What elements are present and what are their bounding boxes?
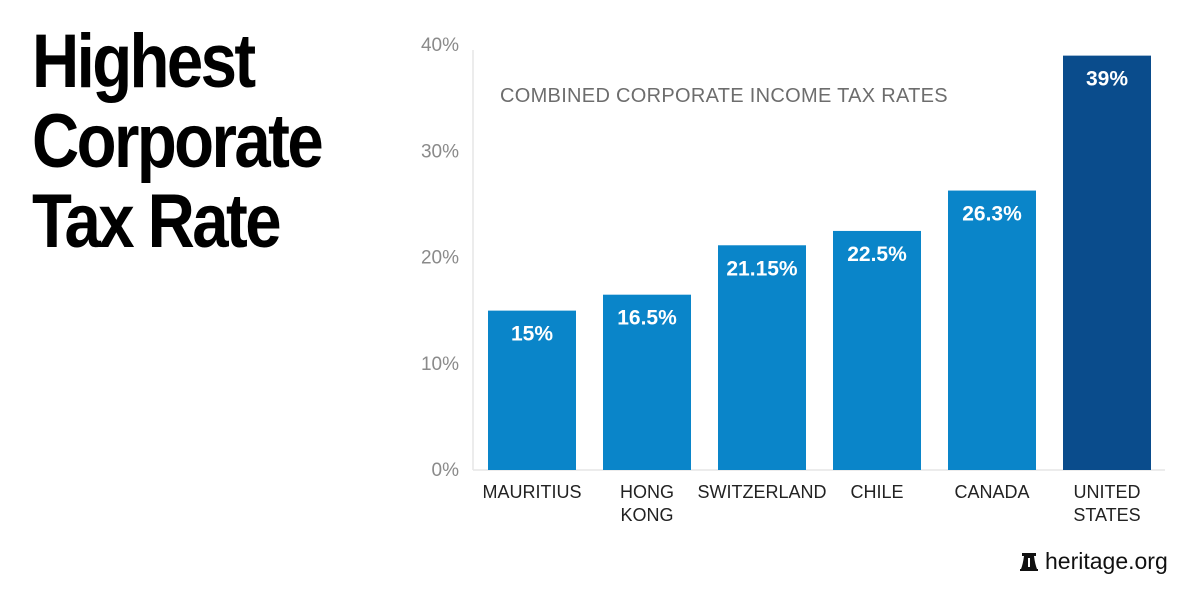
heritage-logo: heritage.org <box>1019 548 1168 575</box>
y-tick-label: 20% <box>421 248 459 269</box>
data-label: 26.3% <box>962 203 1022 226</box>
y-tick-label: 0% <box>432 460 460 481</box>
logo-text: heritage.org <box>1045 548 1168 574</box>
y-tick-label: 10% <box>421 354 459 375</box>
data-label: 39% <box>1086 68 1128 91</box>
x-tick-label: MAURITIUS <box>483 482 582 502</box>
headline: Highest Corporate Tax Rate <box>32 19 324 264</box>
bar <box>948 190 1036 470</box>
x-tick-label: UNITED <box>1074 482 1141 502</box>
headline-line: Highest <box>32 19 256 104</box>
x-tick-label: HONG <box>620 482 674 502</box>
bar <box>833 230 921 470</box>
y-tick-label: 40% <box>421 35 459 56</box>
headline-line: Tax Rate <box>32 179 282 264</box>
x-tick-label: CANADA <box>954 482 1029 502</box>
data-label: 21.15% <box>726 257 798 280</box>
bar <box>1063 55 1151 470</box>
liberty-bell-icon <box>1020 552 1038 571</box>
data-label: 16.5% <box>617 307 677 330</box>
x-tick-label: KONG <box>620 505 673 525</box>
data-label: 15% <box>511 323 553 346</box>
x-tick-label: STATES <box>1073 505 1140 525</box>
bar <box>603 294 691 470</box>
y-tick-label: 30% <box>421 141 459 162</box>
headline-line: Corporate <box>32 99 324 184</box>
bar <box>718 245 806 470</box>
data-label: 22.5% <box>847 243 907 266</box>
bar <box>488 310 576 470</box>
chart-title: COMBINED CORPORATE INCOME TAX RATES <box>500 85 948 107</box>
x-tick-label: SWITZERLAND <box>697 482 826 502</box>
x-tick-label: CHILE <box>850 482 903 502</box>
